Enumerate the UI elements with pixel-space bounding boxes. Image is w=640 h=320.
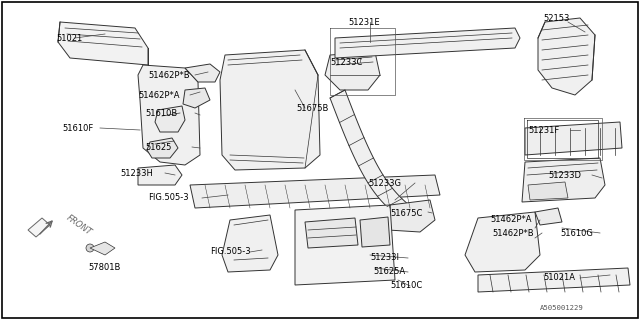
Text: 51610B: 51610B [145, 108, 177, 117]
Text: 57801B: 57801B [88, 262, 120, 271]
Circle shape [193, 94, 200, 101]
Polygon shape [183, 88, 210, 108]
Circle shape [406, 214, 414, 222]
Polygon shape [388, 200, 435, 232]
Text: FIG.505-3: FIG.505-3 [148, 194, 189, 203]
Text: 51675C: 51675C [390, 209, 422, 218]
Text: 51625A: 51625A [373, 268, 405, 276]
Text: FIG.505-3: FIG.505-3 [210, 247, 251, 257]
Polygon shape [138, 65, 200, 165]
Text: 51233D: 51233D [548, 171, 581, 180]
Polygon shape [465, 212, 540, 272]
Polygon shape [478, 268, 630, 292]
Circle shape [118, 41, 122, 45]
Text: 51675B: 51675B [296, 103, 328, 113]
Polygon shape [335, 28, 520, 58]
Polygon shape [185, 64, 220, 82]
Text: 51021: 51021 [56, 34, 83, 43]
Text: 51462P*B: 51462P*B [492, 228, 534, 237]
Polygon shape [222, 215, 278, 272]
Polygon shape [90, 242, 115, 255]
Polygon shape [538, 18, 595, 95]
Polygon shape [28, 218, 50, 237]
Circle shape [77, 36, 83, 41]
Polygon shape [190, 175, 440, 208]
Polygon shape [535, 208, 562, 225]
Polygon shape [330, 90, 415, 218]
Circle shape [483, 220, 527, 264]
Circle shape [86, 244, 94, 252]
Text: 51021A: 51021A [543, 274, 575, 283]
Text: 51462P*B: 51462P*B [148, 70, 189, 79]
Circle shape [97, 37, 102, 43]
Text: 51233I: 51233I [370, 253, 399, 262]
Polygon shape [360, 217, 390, 247]
Polygon shape [147, 138, 178, 158]
Polygon shape [155, 106, 185, 132]
Text: 51610F: 51610F [62, 124, 93, 132]
Text: 51462P*A: 51462P*A [138, 91, 179, 100]
Polygon shape [522, 158, 605, 202]
Text: A505001229: A505001229 [540, 305, 584, 311]
Polygon shape [58, 22, 148, 65]
Text: 51233C: 51233C [330, 58, 362, 67]
Text: 51231F: 51231F [528, 125, 559, 134]
Text: 51610G: 51610G [560, 228, 593, 237]
Text: 51233H: 51233H [120, 169, 153, 178]
Text: 51462P*A: 51462P*A [490, 215, 531, 225]
Polygon shape [295, 205, 395, 285]
Polygon shape [528, 182, 568, 200]
Text: 51625: 51625 [145, 142, 172, 151]
Text: 51233G: 51233G [368, 179, 401, 188]
Circle shape [230, 78, 310, 158]
Polygon shape [305, 218, 358, 248]
Polygon shape [525, 122, 622, 155]
Text: 52153: 52153 [543, 13, 570, 22]
Text: 51231E: 51231E [348, 18, 380, 27]
Text: 51610C: 51610C [390, 282, 422, 291]
Text: FRONT: FRONT [65, 213, 93, 237]
Polygon shape [138, 165, 182, 185]
Polygon shape [220, 50, 320, 170]
Polygon shape [325, 52, 380, 90]
